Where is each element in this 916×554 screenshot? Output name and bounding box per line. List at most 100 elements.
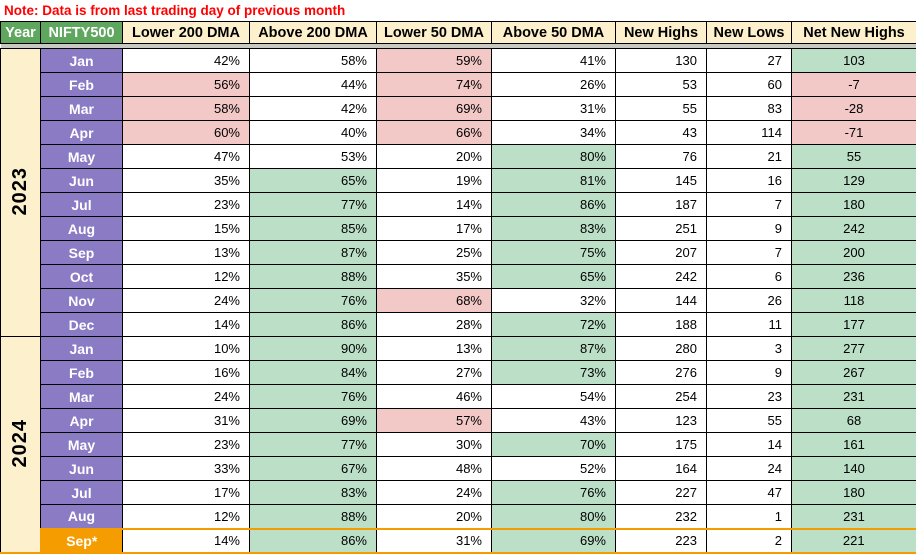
data-cell[interactable]: 31%: [492, 97, 616, 121]
data-cell[interactable]: 57%: [377, 409, 492, 433]
data-cell[interactable]: 3: [707, 337, 792, 361]
data-cell[interactable]: 13%: [123, 241, 250, 265]
data-cell[interactable]: 12%: [123, 265, 250, 289]
data-cell[interactable]: 33%: [123, 457, 250, 481]
data-cell[interactable]: 80%: [492, 145, 616, 169]
data-cell[interactable]: 83%: [250, 481, 377, 505]
data-cell[interactable]: 74%: [377, 73, 492, 97]
data-cell[interactable]: -71: [792, 121, 916, 145]
data-cell[interactable]: 16: [707, 169, 792, 193]
data-cell[interactable]: 130: [616, 49, 707, 73]
data-cell[interactable]: 15%: [123, 217, 250, 241]
data-cell[interactable]: 254: [616, 385, 707, 409]
data-cell[interactable]: 86%: [250, 529, 377, 553]
data-cell[interactable]: 26%: [492, 73, 616, 97]
data-cell[interactable]: 207: [616, 241, 707, 265]
data-cell[interactable]: 42%: [250, 97, 377, 121]
data-cell[interactable]: 118: [792, 289, 916, 313]
data-cell[interactable]: 187: [616, 193, 707, 217]
data-cell[interactable]: 34%: [492, 121, 616, 145]
data-cell[interactable]: 77%: [250, 193, 377, 217]
data-cell[interactable]: 236: [792, 265, 916, 289]
month-cell-2024-Jan[interactable]: Jan: [41, 337, 123, 361]
data-cell[interactable]: 87%: [492, 337, 616, 361]
data-cell[interactable]: 20%: [377, 505, 492, 529]
year-label-2023[interactable]: 2023: [1, 49, 41, 337]
data-cell[interactable]: 7: [707, 241, 792, 265]
data-cell[interactable]: 47: [707, 481, 792, 505]
data-cell[interactable]: 43%: [492, 409, 616, 433]
data-cell[interactable]: 114: [707, 121, 792, 145]
data-cell[interactable]: 13%: [377, 337, 492, 361]
month-cell-2023-Dec[interactable]: Dec: [41, 313, 123, 337]
data-cell[interactable]: 84%: [250, 361, 377, 385]
column-header-lower-50-dma[interactable]: Lower 50 DMA: [377, 22, 492, 44]
data-cell[interactable]: 77%: [250, 433, 377, 457]
data-cell[interactable]: 267: [792, 361, 916, 385]
data-cell[interactable]: 180: [792, 481, 916, 505]
month-cell-2024-Apr[interactable]: Apr: [41, 409, 123, 433]
data-cell[interactable]: 88%: [250, 505, 377, 529]
data-cell[interactable]: -28: [792, 97, 916, 121]
data-cell[interactable]: 35%: [377, 265, 492, 289]
data-cell[interactable]: 6: [707, 265, 792, 289]
data-cell[interactable]: 24%: [123, 289, 250, 313]
data-cell[interactable]: 24%: [377, 481, 492, 505]
data-cell[interactable]: 70%: [492, 433, 616, 457]
data-cell[interactable]: 56%: [123, 73, 250, 97]
data-cell[interactable]: 17%: [377, 217, 492, 241]
month-cell-2024-Sep[interactable]: Sep*: [41, 529, 123, 553]
data-cell[interactable]: 232: [616, 505, 707, 529]
data-cell[interactable]: 48%: [377, 457, 492, 481]
data-cell[interactable]: 75%: [492, 241, 616, 265]
data-cell[interactable]: 83: [707, 97, 792, 121]
month-cell-2024-May[interactable]: May: [41, 433, 123, 457]
data-cell[interactable]: 87%: [250, 241, 377, 265]
data-cell[interactable]: 68: [792, 409, 916, 433]
data-cell[interactable]: 76%: [492, 481, 616, 505]
month-cell-2023-Jan[interactable]: Jan: [41, 49, 123, 73]
data-cell[interactable]: 26: [707, 289, 792, 313]
data-cell[interactable]: 145: [616, 169, 707, 193]
data-cell[interactable]: 14%: [123, 313, 250, 337]
data-cell[interactable]: 81%: [492, 169, 616, 193]
data-cell[interactable]: 280: [616, 337, 707, 361]
column-header-above-50-dma[interactable]: Above 50 DMA: [492, 22, 616, 44]
data-cell[interactable]: 65%: [250, 169, 377, 193]
column-header-above-200-dma[interactable]: Above 200 DMA: [250, 22, 377, 44]
month-cell-2023-May[interactable]: May: [41, 145, 123, 169]
data-cell[interactable]: 53: [616, 73, 707, 97]
month-cell-2023-Sep[interactable]: Sep: [41, 241, 123, 265]
data-cell[interactable]: 227: [616, 481, 707, 505]
month-cell-2023-Mar[interactable]: Mar: [41, 97, 123, 121]
month-cell-2023-Aug[interactable]: Aug: [41, 217, 123, 241]
data-cell[interactable]: 103: [792, 49, 916, 73]
data-cell[interactable]: 14%: [377, 193, 492, 217]
column-header-nifty500[interactable]: NIFTY500: [41, 22, 123, 44]
data-cell[interactable]: 24%: [123, 385, 250, 409]
data-cell[interactable]: 10%: [123, 337, 250, 361]
data-cell[interactable]: 85%: [250, 217, 377, 241]
data-cell[interactable]: 41%: [492, 49, 616, 73]
data-cell[interactable]: 24: [707, 457, 792, 481]
data-cell[interactable]: 231: [792, 505, 916, 529]
data-cell[interactable]: 277: [792, 337, 916, 361]
data-cell[interactable]: 90%: [250, 337, 377, 361]
data-cell[interactable]: 123: [616, 409, 707, 433]
data-cell[interactable]: 80%: [492, 505, 616, 529]
data-cell[interactable]: 54%: [492, 385, 616, 409]
month-cell-2024-Mar[interactable]: Mar: [41, 385, 123, 409]
data-cell[interactable]: 188: [616, 313, 707, 337]
column-header-new-highs[interactable]: New Highs: [616, 22, 707, 44]
data-cell[interactable]: 19%: [377, 169, 492, 193]
data-cell[interactable]: 40%: [250, 121, 377, 145]
data-cell[interactable]: 11: [707, 313, 792, 337]
data-cell[interactable]: 200: [792, 241, 916, 265]
data-cell[interactable]: 12%: [123, 505, 250, 529]
data-cell[interactable]: 31%: [377, 529, 492, 553]
data-cell[interactable]: 14%: [123, 529, 250, 553]
data-cell[interactable]: 35%: [123, 169, 250, 193]
data-cell[interactable]: 65%: [492, 265, 616, 289]
data-cell[interactable]: 86%: [250, 313, 377, 337]
data-cell[interactable]: 86%: [492, 193, 616, 217]
